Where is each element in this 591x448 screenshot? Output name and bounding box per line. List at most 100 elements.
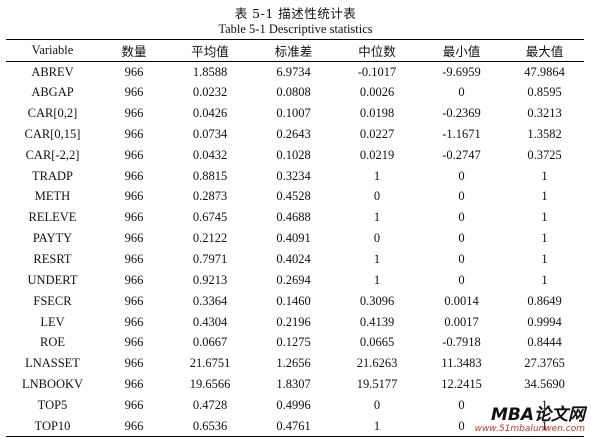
table-row: CAR[-2,2] 966 0.0432 0.1028 0.0219 -0.2747 0.3… (6, 145, 584, 166)
cell-count: 966 (124, 147, 144, 162)
cell-min: 12.2415 (441, 377, 482, 392)
cell-std-dev: 0.0808 (276, 85, 311, 100)
cell-std-dev: 0.2196 (276, 314, 311, 329)
cell-std-dev: 1.2656 (276, 356, 311, 371)
cell-mean: 19.6566 (189, 377, 231, 392)
cell-count: 966 (124, 335, 144, 350)
table-row: TOP5 966 0.4728 0.4996 0 0 1 (6, 395, 584, 416)
cell-min: -0.2369 (442, 106, 481, 121)
cell-mean: 0.0667 (192, 335, 228, 350)
table-row: ABREV 966 1.8588 6.9734 -0.1017 -9.6959 47.986… (6, 62, 584, 83)
cell-min: 0 (458, 210, 465, 225)
cell-max: 1 (541, 231, 548, 246)
cell-max: 0.8649 (527, 293, 562, 308)
cell-std-dev: 0.1007 (276, 106, 311, 121)
cell-variable: LNBOOKV (21, 377, 84, 392)
cell-std-dev: 0.3234 (276, 168, 311, 183)
cell-variable: FSECR (33, 293, 72, 308)
cell-count: 966 (124, 126, 144, 141)
cell-median: 1 (373, 418, 381, 433)
table-row: LEV 966 0.4304 0.2196 0.4139 0.0017 0.9994 (6, 312, 584, 333)
cell-mean: 0.0426 (192, 106, 228, 121)
cell-std-dev: 0.4091 (276, 231, 311, 246)
cell-count: 966 (124, 189, 144, 204)
cell-median: 1 (373, 252, 381, 267)
table-row: RESRT 966 0.7971 0.4024 1 0 1 (6, 249, 584, 270)
cell-max: 0.8444 (527, 335, 562, 350)
cell-min: 0 (458, 231, 465, 246)
watermark-brand: MBA论文网 (490, 405, 585, 425)
cell-count: 966 (124, 293, 144, 308)
cell-mean: 0.3364 (192, 293, 228, 308)
cell-max: 1 (541, 272, 548, 287)
table-row: LNBOOKV 966 19.6566 1.8307 19.5177 12.2415 34.… (6, 374, 584, 395)
cell-min: -1.1671 (442, 126, 481, 141)
cell-std-dev: 0.1275 (276, 335, 311, 350)
cell-max: 34.5690 (524, 377, 565, 392)
table-row: TRADP 966 0.8815 0.3234 1 0 1 (6, 166, 584, 187)
column-header-median: 中位数 (358, 45, 396, 59)
cell-std-dev: 0.4024 (276, 252, 311, 267)
cell-std-dev: 1.8307 (276, 377, 311, 392)
cell-median: 0.0227 (359, 126, 395, 141)
cell-variable: RELEVE (28, 210, 77, 225)
column-header-mean: 平均值 (191, 45, 229, 59)
cell-mean: 0.2873 (192, 189, 228, 204)
cell-median: 0 (373, 189, 381, 204)
table-title-chinese: 表 5-1 描述性统计表 (234, 6, 357, 21)
cell-min: 0 (458, 85, 465, 100)
cell-count: 966 (124, 64, 144, 79)
cell-variable: RESRT (33, 252, 72, 267)
table-row: CAR[0,2] 966 0.0426 0.1007 0.0198 -0.2369 0.32… (6, 103, 584, 124)
cell-count: 966 (124, 418, 144, 433)
cell-min: 0.0017 (444, 314, 479, 329)
cell-mean: 0.6536 (192, 418, 228, 433)
cell-count: 966 (124, 397, 144, 412)
cell-mean: 0.8815 (192, 168, 228, 183)
cell-variable: TRADP (32, 168, 73, 183)
cell-std-dev: 0.1460 (276, 293, 311, 308)
cell-max: 0.3725 (527, 147, 562, 162)
cell-min: -9.6959 (442, 64, 481, 79)
cell-max: 1 (541, 189, 548, 204)
cell-variable: LNASSET (25, 356, 80, 371)
cell-variable: TOP5 (37, 397, 68, 412)
cell-count: 966 (124, 231, 144, 246)
cell-count: 966 (124, 106, 144, 121)
cell-min: 0 (458, 168, 465, 183)
cell-max: 0.9994 (527, 314, 562, 329)
table-row: UNDERT 966 0.9213 0.2694 1 0 1 (6, 270, 584, 291)
table-row: LNASSET 966 21.6751 1.2656 21.6263 11.3483 27.… (6, 353, 584, 374)
cell-max: 1.3582 (527, 126, 562, 141)
cell-std-dev: 0.4528 (276, 189, 311, 204)
cell-variable: ROE (40, 335, 65, 350)
cell-median: 0.3096 (359, 293, 395, 308)
cell-variable: ABGAP (31, 85, 74, 100)
cell-median: 0 (373, 397, 381, 412)
cell-count: 966 (124, 252, 144, 267)
cell-median: 1 (373, 168, 381, 183)
cell-std-dev: 0.2643 (276, 126, 311, 141)
table-body: ABREV 966 1.8588 6.9734 -0.1017 -9.6959 47.986… (6, 62, 584, 437)
cell-variable: PAYTY (32, 231, 73, 246)
cell-mean: 0.0734 (192, 126, 228, 141)
cell-max: 1 (541, 418, 548, 433)
cell-std-dev: 0.4761 (276, 418, 311, 433)
cell-median: 1 (373, 272, 381, 287)
cell-variable: METH (34, 189, 71, 204)
cell-min: 0 (458, 272, 465, 287)
cell-median: 21.6263 (356, 356, 398, 371)
cell-std-dev: 0.1028 (276, 147, 311, 162)
watermark: MBA论文网 www.51mbalunwen.com (475, 407, 585, 434)
cell-mean: 21.6751 (189, 356, 231, 371)
cell-max: 1 (541, 397, 548, 412)
table-row: TOP10 966 0.6536 0.4761 1 0 1 (6, 416, 584, 437)
table-header-row: Variable 数量 平均值 标准差 中位数 最小值 最大值 (6, 39, 584, 62)
cell-count: 966 (124, 210, 144, 225)
cell-mean: 1.8588 (192, 64, 228, 79)
cell-max: 1 (541, 210, 548, 225)
cell-variable: CAR[0,15] (24, 126, 81, 141)
cell-std-dev: 0.4996 (276, 397, 311, 412)
cell-max: 0.3213 (527, 106, 562, 121)
cell-count: 966 (124, 314, 144, 329)
